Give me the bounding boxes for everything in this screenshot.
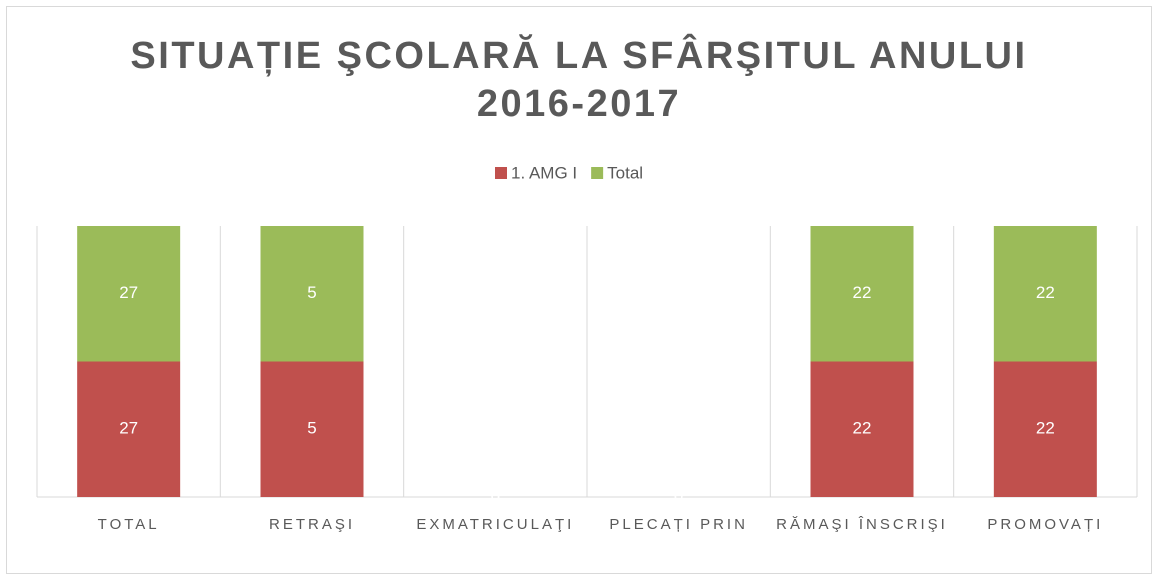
legend-swatch (495, 167, 507, 179)
bar-segment (260, 226, 364, 362)
legend-label: Total (607, 163, 643, 182)
bar-segment (810, 361, 914, 497)
data-label: 27 (119, 419, 138, 438)
x-tick-label: RĂMAŞI ÎNSCRIŞI (776, 516, 948, 533)
bar-segment (993, 361, 1097, 497)
chart-title: 2016-2017 (477, 83, 681, 125)
legend-swatch (591, 167, 604, 179)
bar-segment (810, 226, 914, 362)
data-label: 5 (307, 419, 316, 438)
chart-title: SITUAȚIE ŞCOLARĂ LA SFÂRŞITUL ANULUI (130, 33, 1027, 77)
data-label: 0 (674, 486, 683, 505)
x-tick-label: PLECAȚI PRIN (609, 516, 748, 533)
data-label: 0 (491, 486, 500, 505)
bar-segment (77, 226, 181, 362)
data-label: 0 (491, 486, 500, 505)
data-label: 22 (1036, 419, 1055, 438)
data-label: 22 (1036, 283, 1055, 302)
x-tick-label: TOTAL (98, 516, 160, 533)
x-tick-label: RETRAŞI (269, 516, 355, 533)
data-label: 27 (119, 283, 138, 302)
data-label: 22 (853, 283, 872, 302)
legend-label: 1. AMG I (511, 163, 577, 182)
x-tick-label: EXMATRICULAŢI (416, 516, 574, 533)
chart-border (6, 6, 1152, 574)
bar-segment (260, 361, 364, 497)
bar-segment (77, 361, 181, 497)
data-label: 5 (307, 283, 316, 302)
data-label: 0 (674, 486, 683, 505)
bar-segment (993, 226, 1097, 362)
data-label: 22 (853, 419, 872, 438)
x-tick-label: PROMOVAȚI (987, 516, 1103, 533)
